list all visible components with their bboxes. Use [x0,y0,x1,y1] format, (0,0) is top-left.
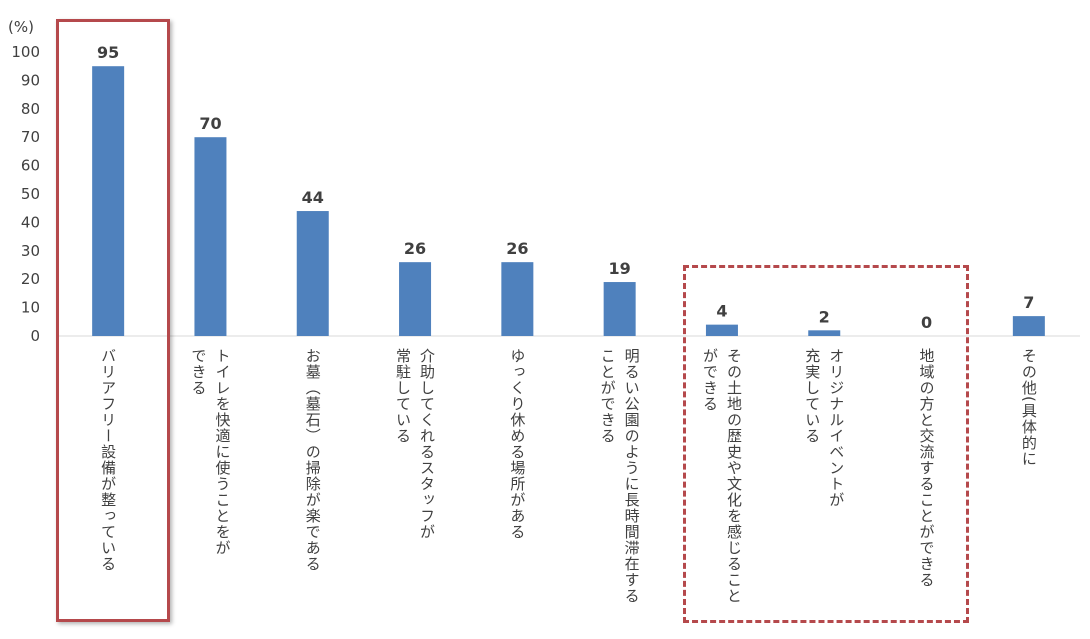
y-tick-label: 70 [21,128,40,146]
y-tick-label: 20 [21,270,40,288]
highlight-box-dashed [683,265,969,623]
bar [194,137,227,336]
y-tick-label: 50 [21,185,40,203]
y-tick-label: 10 [21,299,40,317]
bar [603,282,636,336]
y-tick-label: 30 [21,242,40,260]
x-tick-label: 介助してくれるスタッフが 常駐している [394,348,437,540]
bar [399,262,432,336]
highlight-box-solid [56,19,170,622]
x-tick-label: その他(具体的に [1019,348,1038,467]
x-tick-label: 地域の方と交流することができる [917,348,936,588]
data-label: 44 [302,188,324,207]
data-label: 2 [819,307,830,326]
x-tick-label: 明るい公園のように長時間滞在する ことができる [598,348,641,604]
y-tick-label: 0 [30,327,40,345]
y-tick-label: 100 [11,43,40,61]
bar [808,330,841,336]
x-tick-label: バリアフリー設備が整っている [99,348,118,572]
bar [296,211,329,336]
unit-label: (%) [8,18,34,36]
data-label: 26 [506,239,528,258]
y-tick-label: 80 [21,100,40,118]
y-tick-label: 40 [21,213,40,231]
bar [92,66,125,336]
x-tick-label: その土地の歴史や文化を感じること ができる [700,348,743,604]
x-tick-label: ゆっくり休める場所がある [508,348,527,540]
data-label: 95 [97,43,119,62]
x-tick-label: オリジナルイベントが 充実している [803,348,846,508]
y-tick-label: 60 [21,157,40,175]
data-label: 0 [921,313,932,332]
data-label: 19 [609,259,631,278]
x-tick-label: トイレを快適に使うことをが できる [189,348,232,556]
data-label: 7 [1023,293,1034,312]
y-tick-label: 90 [21,71,40,89]
bar [705,324,738,336]
x-tick-label: お墓（墓石）の掃除が楽である [303,348,322,572]
data-label: 70 [199,114,221,133]
bar [1012,316,1045,336]
data-label: 4 [716,302,727,321]
data-label: 26 [404,239,426,258]
bar [501,262,534,336]
